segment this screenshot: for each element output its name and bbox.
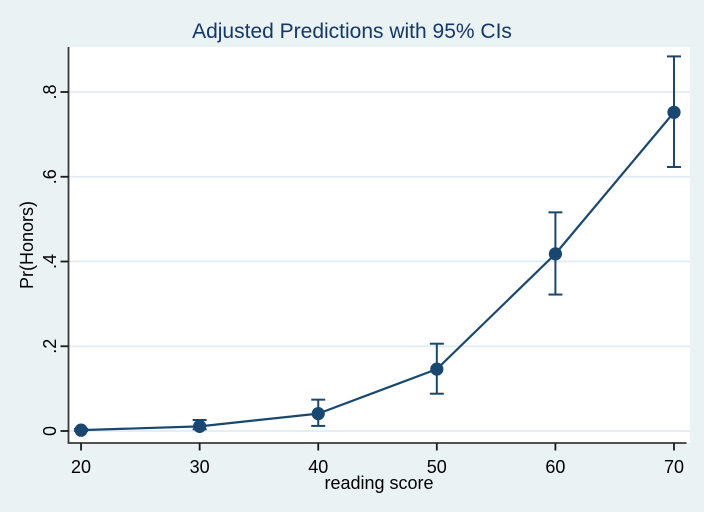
grid-layer [68,91,690,432]
y-axis-label: Pr(Honors) [17,201,37,289]
x-tick-label: 30 [190,457,210,477]
x-tick-label: 60 [545,457,565,477]
y-tick-label: .2 [40,339,60,354]
data-point [667,105,681,119]
x-tick-label: 20 [71,457,91,477]
x-tick-label: 50 [427,457,447,477]
plot-area [68,47,690,443]
y-tick-label: 0 [40,426,60,436]
chart-title: Adjusted Predictions with 95% CIs [192,20,512,43]
axes-layer: 0 .2 .4 .6 .8 20 30 40 50 60 70 [40,47,687,477]
x-axis-label: reading score [324,473,433,493]
data-point [430,362,444,376]
y-tick-label: .6 [40,169,60,184]
y-tick-label: .4 [40,254,60,269]
x-tick-label: 70 [664,457,684,477]
x-tick-label: 40 [308,457,328,477]
data-point [311,407,325,421]
series-line [81,111,675,432]
data-point [74,423,88,437]
data-point [193,419,207,433]
data-point [548,247,563,261]
y-tick-label: .8 [40,84,60,99]
series-layer [74,55,681,437]
